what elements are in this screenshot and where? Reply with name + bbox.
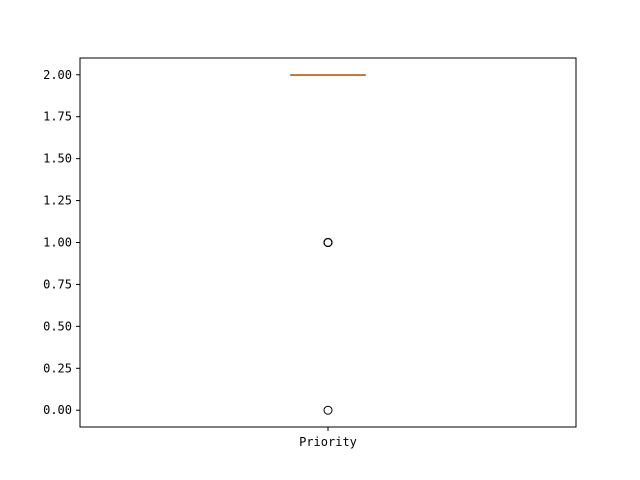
x-axis: Priority [299,427,357,449]
plot-area [79,57,577,428]
box-group [290,74,366,415]
y-axis: 0.00 0.25 0.50 0.75 1.00 1.25 1.50 1.75 2.00 [43,68,80,417]
y-tick-label: 0.00 [43,403,72,417]
y-tick-label: 1.50 [43,152,72,166]
y-tick-label: 0.75 [43,277,72,291]
y-tick-label: 1.25 [43,194,72,208]
y-tick-label: 0.25 [43,361,72,375]
x-tick-label: Priority [299,435,357,449]
outlier-point [323,238,333,247]
y-tick-label: 1.00 [43,236,72,250]
y-tick-label: 0.50 [43,319,72,333]
outlier-point [323,405,333,415]
y-tick-label: 2.00 [43,68,72,82]
y-tick-label: 1.75 [43,110,72,124]
